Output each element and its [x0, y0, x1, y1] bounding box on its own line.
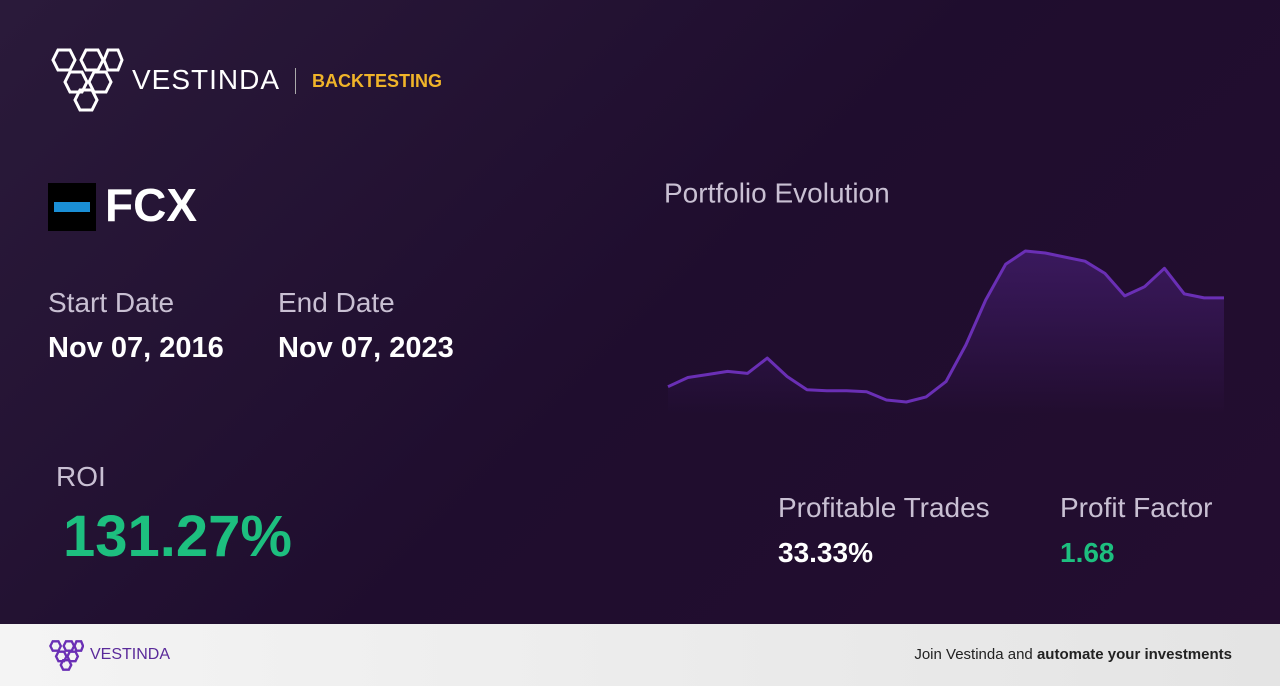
chart-title: Portfolio Evolution: [664, 177, 890, 208]
cta-plain: Join Vestinda and: [914, 646, 1037, 663]
footer-logo: [49, 640, 84, 671]
divider: [295, 68, 296, 94]
footer-cta: Join Vestinda and automate your investme…: [914, 646, 1232, 663]
footer: VESTINDA Join Vestinda and automate your…: [0, 624, 1280, 686]
footer-brand: VESTINDA: [90, 646, 171, 663]
factor: 1.68: [1060, 537, 1115, 568]
end-date: Nov 07, 2023: [278, 332, 454, 364]
trades-label: Profitable Trades: [778, 492, 990, 523]
ticker: FCX: [105, 179, 197, 231]
logo: [51, 48, 124, 112]
factor-label: Profit Factor: [1060, 492, 1213, 523]
line: [667, 249, 1224, 404]
roi: 131.27%: [63, 504, 292, 569]
section: BACKTESTING: [312, 71, 442, 91]
area: [668, 251, 1224, 414]
trades: 33.33%: [778, 537, 873, 568]
start-date: Nov 07, 2016: [48, 332, 224, 364]
cta-bold: automate your investments: [1036, 646, 1232, 663]
chart: Portfolio Evolution: [664, 177, 1224, 414]
brand: VESTINDA: [132, 64, 281, 95]
roi-label: ROI: [56, 461, 106, 492]
start-label: Start Date: [48, 287, 175, 318]
ticker-icon: [48, 183, 96, 231]
end-label: End Date: [278, 287, 395, 318]
